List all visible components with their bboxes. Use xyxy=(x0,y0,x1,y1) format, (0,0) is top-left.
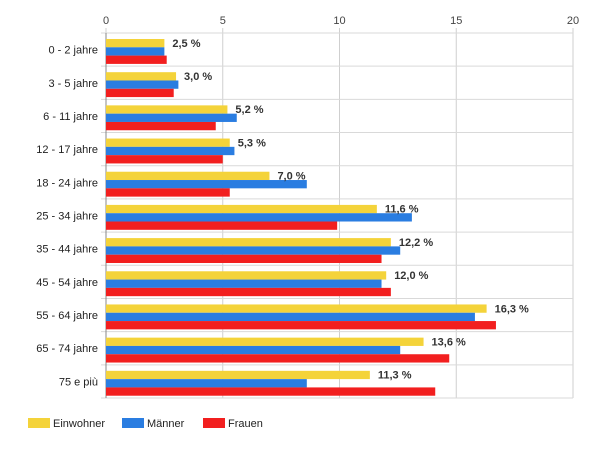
bar-frauen xyxy=(106,354,450,363)
category-label: 0 - 2 jahre xyxy=(48,45,98,57)
legend-label: Männer xyxy=(147,418,185,430)
x-tick-label: 0 xyxy=(103,15,109,27)
bar-mnner xyxy=(106,113,237,122)
data-label: 11,6 % xyxy=(385,204,419,216)
bar-frauen xyxy=(106,221,338,230)
bar-frauen xyxy=(106,321,496,330)
bar-einwohner xyxy=(106,304,487,313)
bar-mnner xyxy=(106,246,401,255)
category-label: 3 - 5 jahre xyxy=(48,78,98,90)
legend-swatch xyxy=(28,418,50,428)
bar-mnner xyxy=(106,312,475,322)
bar-mnner xyxy=(106,146,235,156)
category-label: 12 - 17 jahre xyxy=(36,144,98,156)
legend: Einwohner Männer Frauen xyxy=(28,418,263,430)
data-label: 5,3 % xyxy=(238,137,266,149)
category-label: 45 - 54 jahre xyxy=(36,277,98,289)
bar-frauen xyxy=(106,188,230,197)
bar-einwohner xyxy=(106,271,387,280)
data-label: 12,0 % xyxy=(394,270,428,282)
bar-mnner xyxy=(106,47,165,56)
legend-label: Frauen xyxy=(228,418,263,430)
bar-frauen xyxy=(106,155,223,164)
x-tick-label: 20 xyxy=(567,15,579,27)
bar-mnner xyxy=(106,80,179,89)
category-label: 6 - 11 jahre xyxy=(43,111,98,123)
category-label: 65 - 74 jahre xyxy=(36,343,98,355)
bar-frauen xyxy=(106,254,382,263)
data-label: 5,2 % xyxy=(235,104,263,116)
legend-swatch xyxy=(122,418,144,428)
data-label: 3,0 % xyxy=(184,71,212,83)
category-label: 25 - 34 jahre xyxy=(36,211,98,223)
bar-einwohner xyxy=(106,370,370,380)
bar-frauen xyxy=(106,287,391,297)
category-label: 35 - 44 jahre xyxy=(36,244,98,256)
bar-einwohner xyxy=(106,204,377,214)
bar-mnner xyxy=(106,180,307,189)
category-label: 18 - 24 jahre xyxy=(36,177,98,189)
bar-einwohner xyxy=(106,337,424,346)
bar-einwohner xyxy=(106,105,228,114)
bar-frauen xyxy=(106,387,436,396)
bar-einwohner xyxy=(106,171,270,181)
x-tick-label: 5 xyxy=(220,15,226,27)
bars-layer xyxy=(106,39,496,396)
bar-mnner xyxy=(106,345,401,355)
x-tick-label: 10 xyxy=(333,15,345,27)
labels-layer: 0 5 10 15 20 0 - 2 jahre 2,5 % 3 - 5 jahre 3,0 %… xyxy=(36,15,579,388)
bar-mnner xyxy=(106,213,412,222)
bar-einwohner xyxy=(106,39,165,48)
bar-einwohner xyxy=(106,72,177,81)
data-label: 2,5 % xyxy=(172,38,200,50)
bar-frauen xyxy=(106,88,174,98)
bar-mnner xyxy=(106,279,382,288)
data-label: 12,2 % xyxy=(399,237,433,249)
bar-einwohner xyxy=(106,138,230,147)
data-label: 7,0 % xyxy=(277,171,305,183)
bar-mnner xyxy=(106,379,307,388)
category-label: 75 e più xyxy=(59,376,98,388)
data-label: 11,3 % xyxy=(378,370,412,382)
bar-frauen xyxy=(106,121,216,131)
legend-label: Einwohner xyxy=(53,418,105,430)
bar-einwohner xyxy=(106,238,391,247)
legend-swatch xyxy=(203,418,225,428)
bar-frauen xyxy=(106,55,167,64)
x-tick-label: 15 xyxy=(450,15,462,27)
data-label: 16,3 % xyxy=(495,303,529,315)
category-label: 55 - 64 jahre xyxy=(36,310,98,322)
data-label: 13,6 % xyxy=(432,336,466,348)
